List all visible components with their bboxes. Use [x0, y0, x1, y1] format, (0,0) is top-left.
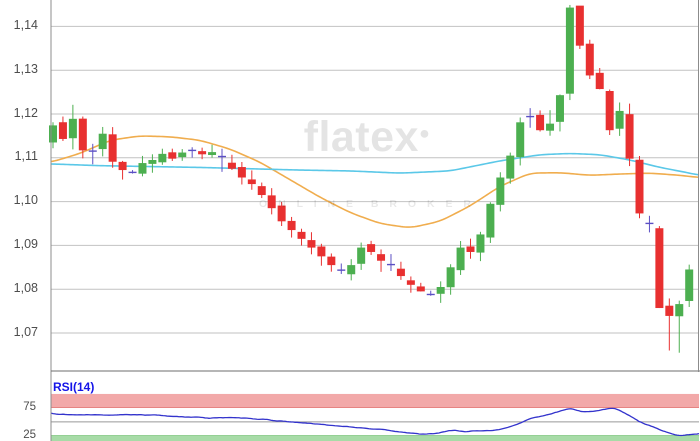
- svg-text:RSI(14): RSI(14): [53, 380, 94, 394]
